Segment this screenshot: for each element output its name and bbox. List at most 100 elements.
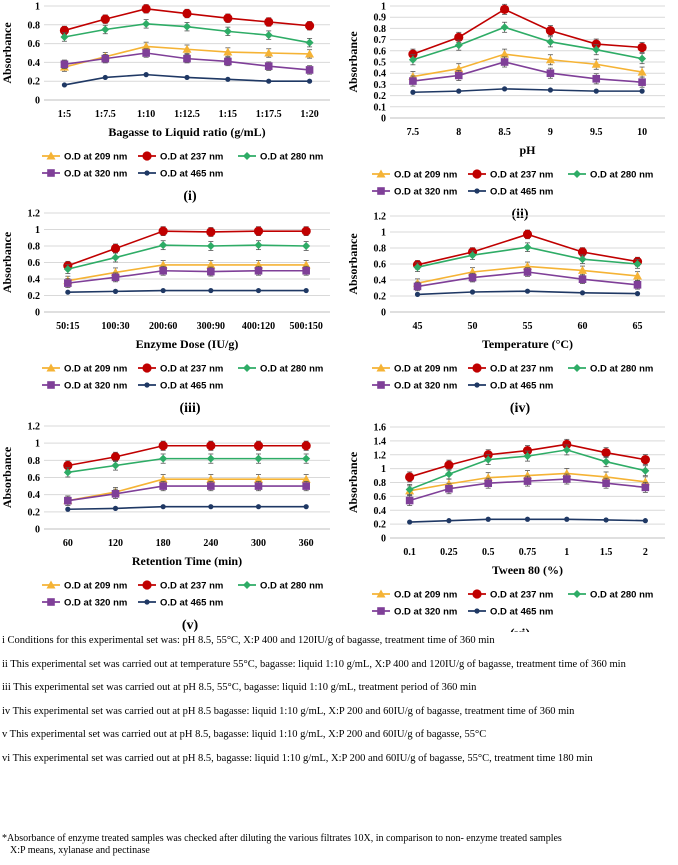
data-point <box>305 49 315 58</box>
y-tick-label: 0.2 <box>28 507 41 518</box>
data-point <box>579 290 586 296</box>
series-line <box>67 230 307 267</box>
x-tick-label: 180 <box>156 538 171 549</box>
data-point <box>206 260 216 269</box>
y-tick-label: 1 <box>381 2 386 13</box>
x-tick-label: 1:10 <box>137 109 155 120</box>
y-tick-label: 0.2 <box>374 292 387 303</box>
data-point <box>254 474 263 483</box>
legend-item-od320: O.D at 320 nm <box>372 381 457 392</box>
series-od280 <box>405 444 650 495</box>
data-point <box>305 38 314 47</box>
x-tick-label: 300 <box>251 538 266 549</box>
legend-label: O.D at 320 nm <box>394 187 457 198</box>
series-od320 <box>64 265 310 288</box>
data-point <box>112 288 119 294</box>
legend-label: O.D at 465 nm <box>160 598 223 609</box>
data-point <box>523 477 532 485</box>
legend-marker <box>243 364 251 372</box>
legend-label: O.D at 320 nm <box>64 598 127 609</box>
legend-label: O.D at 465 nm <box>160 381 223 392</box>
legend-item-od209: O.D at 209 nm <box>42 363 127 375</box>
data-point <box>255 504 262 510</box>
legend-item-od465: O.D at 465 nm <box>138 381 223 392</box>
series-od465 <box>65 504 309 512</box>
data-point <box>184 74 190 81</box>
y-tick-label: 0.2 <box>374 520 387 531</box>
data-point <box>413 282 422 291</box>
x-tick-label: 1:17.5 <box>256 109 282 120</box>
series-line <box>67 457 307 474</box>
y-tick-label: 0.4 <box>374 69 387 80</box>
panel-label: (i) <box>183 189 197 204</box>
legend-item-od465: O.D at 465 nm <box>138 598 223 609</box>
data-point <box>454 71 463 80</box>
legend: O.D at 209 nm O.D at 237 nm O.D at 280 nm O… <box>42 363 323 392</box>
y-tick-label: 1 <box>35 225 40 236</box>
data-point <box>446 518 452 524</box>
data-point <box>101 54 110 63</box>
series-line <box>412 53 643 78</box>
legend-marker <box>144 170 150 176</box>
y-tick-label: 0.6 <box>374 492 387 503</box>
data-point <box>562 468 572 477</box>
legend-marker <box>472 589 482 599</box>
series-line <box>67 264 307 282</box>
data-point <box>301 474 311 483</box>
x-tick-label: 1:7.5 <box>95 109 116 120</box>
data-point <box>592 45 601 54</box>
data-point <box>638 78 646 86</box>
y-tick-label: 0.6 <box>374 46 387 57</box>
data-point <box>641 483 650 492</box>
y-tick-label: 0.8 <box>374 244 387 255</box>
data-point <box>61 82 68 88</box>
y-tick-label: 1 <box>381 228 386 239</box>
series-od237 <box>63 226 311 271</box>
data-point <box>206 454 215 463</box>
series-line <box>67 444 307 467</box>
legend-label: O.D at 209 nm <box>394 170 457 181</box>
data-point <box>160 287 166 294</box>
data-point <box>562 439 572 449</box>
y-tick-label: 0.3 <box>374 80 387 91</box>
series-od209 <box>63 260 311 286</box>
data-point <box>158 441 168 451</box>
footnote-dilution: *Absorbance of enzyme treated samples wa… <box>2 833 562 844</box>
data-point <box>469 289 476 295</box>
legend-item-od237: O.D at 237 nm <box>468 169 553 181</box>
data-point <box>182 44 192 53</box>
data-point <box>444 460 454 470</box>
data-point <box>578 265 587 274</box>
data-point <box>405 496 414 505</box>
y-tick-label: 0.5 <box>374 58 387 69</box>
y-tick-label: 0.6 <box>28 473 41 484</box>
panel-label: (ii) <box>511 207 528 222</box>
x-tick-label: 9 <box>548 127 553 138</box>
y-tick-label: 0 <box>35 96 40 107</box>
x-tick-label: 0.25 <box>440 547 458 558</box>
note-iv: iv This experimental set was carried out… <box>2 705 575 717</box>
y-axis-title: Absorbance <box>0 22 14 84</box>
data-point <box>524 516 531 522</box>
legend-label: O.D at 320 nm <box>394 381 457 392</box>
y-tick-label: 0.6 <box>28 39 41 50</box>
y-tick-label: 0.4 <box>374 506 387 517</box>
data-point <box>522 445 533 456</box>
series-od237 <box>63 440 311 471</box>
legend-item-od465: O.D at 465 nm <box>138 169 223 180</box>
series-od320 <box>413 267 642 292</box>
legend-label: O.D at 209 nm <box>394 590 457 601</box>
series-line <box>412 8 643 55</box>
data-point <box>577 247 588 257</box>
data-point <box>63 468 72 477</box>
data-point <box>405 472 415 482</box>
legend-item-od209: O.D at 209 nm <box>372 589 457 601</box>
x-tick-label: 0.75 <box>519 547 537 558</box>
legend-item-od465: O.D at 465 nm <box>468 187 553 198</box>
chart-panel-4: 0 0.2 0.4 0.6 0.8 1 1.2 45 50 55 60 65 Temperature (… <box>346 212 665 416</box>
y-tick-label: 0.6 <box>28 258 41 269</box>
legend-marker <box>142 580 152 590</box>
y-tick-label: 1.4 <box>374 436 387 447</box>
legend-item-od209: O.D at 209 nm <box>372 169 457 181</box>
y-tick-label: 0.8 <box>28 20 41 31</box>
